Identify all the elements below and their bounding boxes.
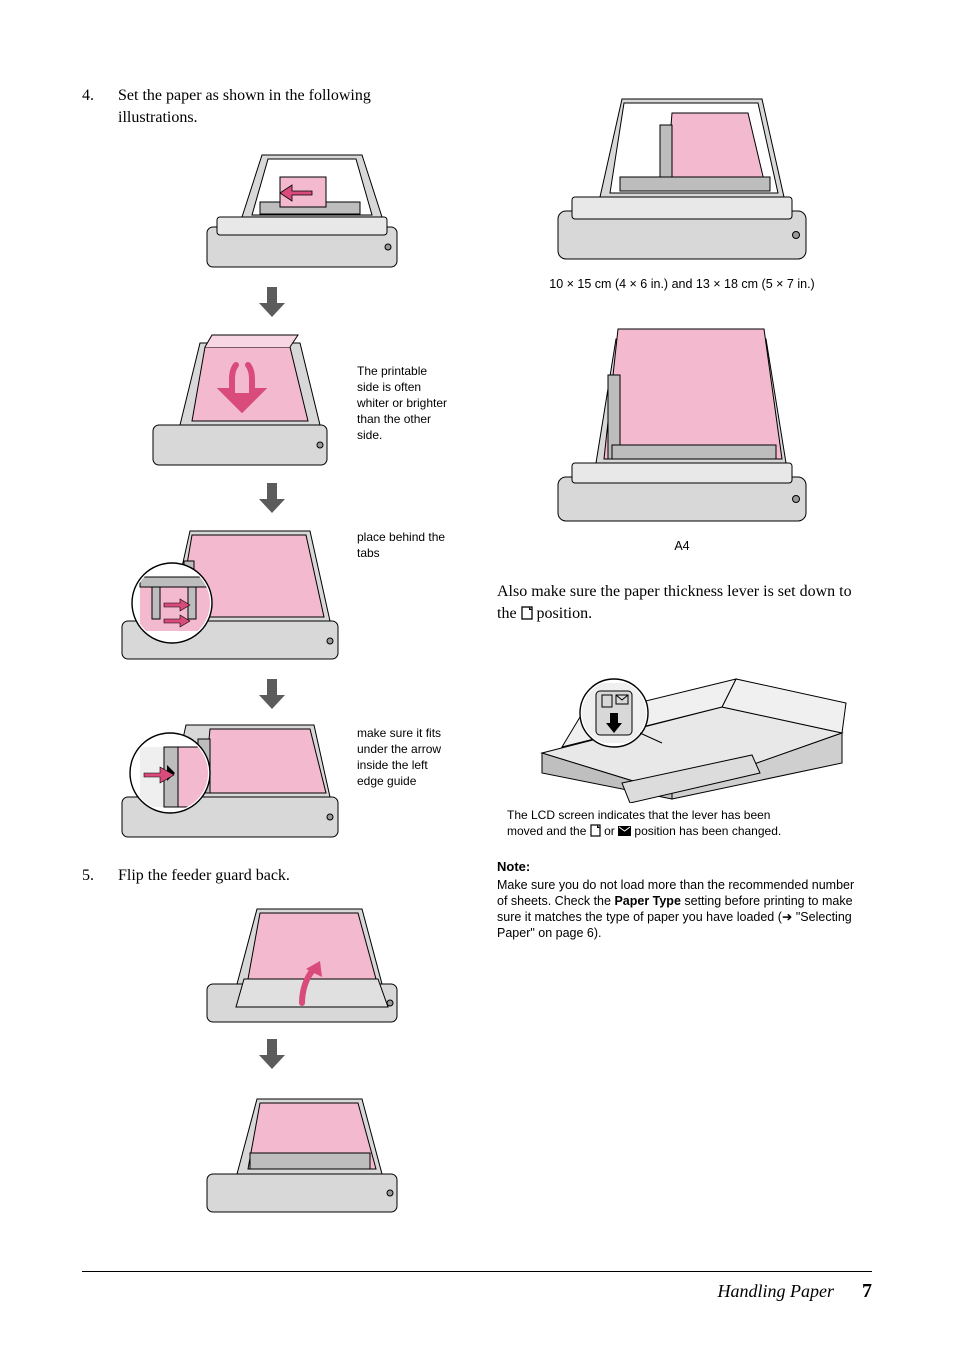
printer-flip-guard-after xyxy=(202,1089,402,1221)
envelope-icon xyxy=(618,826,631,837)
footer-title: Handling Paper xyxy=(718,1281,835,1302)
arrow-right-icon: ➜ xyxy=(782,910,792,924)
arrow-down-icon xyxy=(257,285,287,319)
step-number: 4. xyxy=(82,85,100,129)
printer-flip-guard-before xyxy=(202,899,402,1031)
footer-page-number: 7 xyxy=(862,1280,872,1303)
lcd-b: or xyxy=(601,824,618,838)
printer-edge-guide xyxy=(120,717,340,847)
note-body: Make sure you do not load more than the … xyxy=(497,877,867,941)
caption-a4: A4 xyxy=(497,539,867,553)
step-text: Flip the feeder guard back. xyxy=(118,865,452,887)
note-paper-type: Paper Type xyxy=(614,894,680,908)
illustration-4: make sure it fits under the arrow inside… xyxy=(112,717,452,847)
printer-small-paper xyxy=(552,85,812,271)
illustration-5a xyxy=(152,899,452,1031)
illustration-lever xyxy=(507,643,867,803)
page-content: 4. Set the paper as shown in the followi… xyxy=(82,80,872,1270)
lcd-c: position has been changed. xyxy=(631,824,781,838)
lcd-caption: The LCD screen indicates that the lever … xyxy=(507,807,807,839)
step-number: 5. xyxy=(82,865,100,887)
arrow-down-icon xyxy=(257,677,287,711)
text-b: position. xyxy=(533,605,593,622)
paper-icon xyxy=(590,824,601,837)
printer-isometric-lever xyxy=(522,643,852,803)
note-block: Note: Make sure you do not load more tha… xyxy=(497,859,867,941)
illustration-3: place behind the tabs xyxy=(112,521,452,671)
illustration-small-paper: 10 × 15 cm (4 × 6 in.) and 13 × 18 cm (5… xyxy=(497,85,867,291)
right-column: 10 × 15 cm (4 × 6 in.) and 13 × 18 cm (5… xyxy=(497,85,867,941)
paper-icon xyxy=(521,606,533,620)
page-footer: Handling Paper 7 xyxy=(82,1271,872,1303)
illustration-1 xyxy=(152,147,452,279)
label-fit-arrow: make sure it fits under the arrow inside… xyxy=(357,725,452,789)
label-behind-tabs: place behind the tabs xyxy=(357,529,452,561)
step-5: 5. Flip the feeder guard back. xyxy=(82,865,452,887)
note-heading: Note: xyxy=(497,859,867,874)
label-printable-side: The printable side is often whiter or br… xyxy=(357,363,452,443)
caption-sizes: 10 × 15 cm (4 × 6 in.) and 13 × 18 cm (5… xyxy=(497,277,867,291)
printer-tabs-closeup xyxy=(120,521,340,671)
step-4: 4. Set the paper as shown in the followi… xyxy=(82,85,452,129)
illustration-5b xyxy=(152,1089,452,1221)
step-text: Set the paper as shown in the following … xyxy=(118,85,452,129)
arrow-down-icon xyxy=(257,481,287,515)
printer-a4-paper xyxy=(552,317,812,533)
printer-top-slide-guide xyxy=(202,147,402,279)
left-column: 4. Set the paper as shown in the followi… xyxy=(82,85,452,1221)
illustration-2: The printable side is often whiter or br… xyxy=(132,325,452,475)
printer-load-paper xyxy=(150,325,330,475)
illustration-a4: A4 xyxy=(497,317,867,553)
arrow-down-icon xyxy=(257,1037,287,1071)
thickness-lever-text: Also make sure the paper thickness lever… xyxy=(497,581,867,625)
